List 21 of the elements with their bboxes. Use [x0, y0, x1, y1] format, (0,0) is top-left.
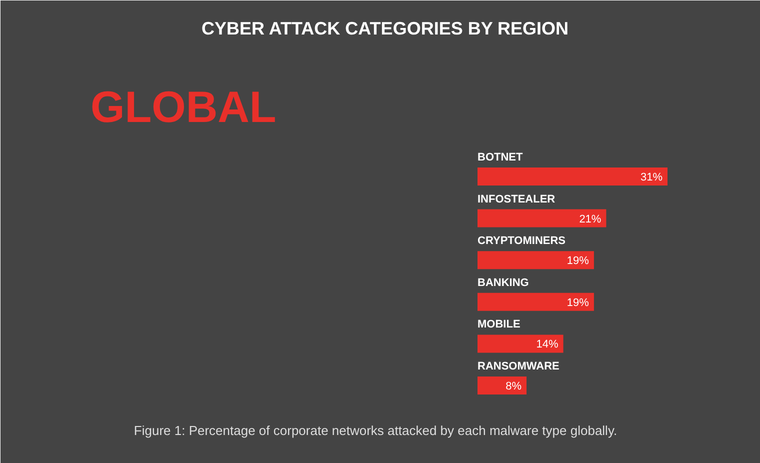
data-label: 8% — [506, 380, 522, 392]
chart-title: CYBER ATTACK CATEGORIES BY REGION — [201, 18, 569, 38]
data-label: 21% — [579, 213, 602, 226]
bar — [478, 251, 594, 270]
y-tick-label: RANSOMWARE — [478, 360, 560, 372]
y-tick-label: BOTNET — [478, 152, 523, 164]
y-tick-label: CRYPTOMINERS — [478, 235, 566, 248]
data-label: 14% — [536, 338, 559, 351]
y-tick-label: INFOSTEALER — [478, 193, 556, 206]
bar — [478, 292, 594, 311]
bar — [478, 334, 564, 353]
y-tick-label: MOBILE — [478, 318, 520, 331]
data-label: 19% — [566, 296, 590, 309]
bar — [478, 168, 668, 186]
chart-subtitle: GLOBAL — [90, 83, 276, 132]
caption: Figure 1: Percentage of corporate networks attacked by each malware type globally. — [134, 423, 618, 438]
bar — [478, 209, 606, 228]
bar — [478, 376, 527, 394]
data-label: 31% — [640, 172, 663, 184]
y-tick-label: BANKING — [478, 276, 529, 289]
data-label: 19% — [566, 255, 590, 268]
